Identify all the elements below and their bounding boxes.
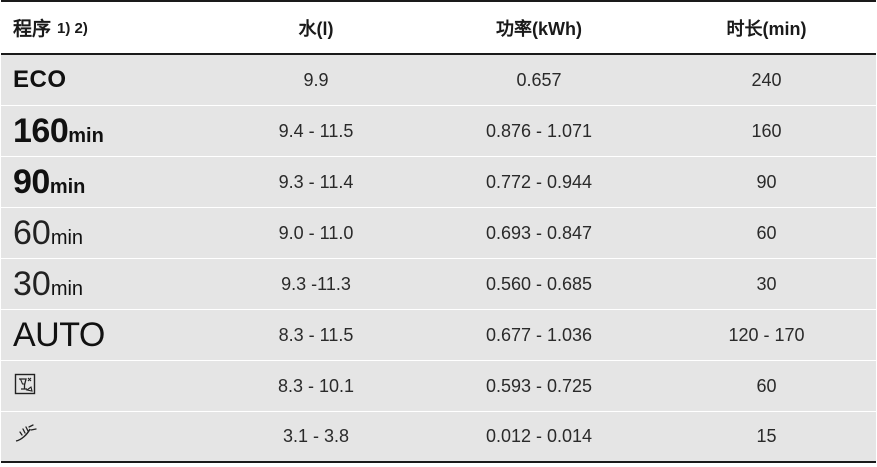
duration-cell: 60 [657,360,876,412]
water-cell: 9.9 [211,54,421,106]
table-row: 30min 9.3 -11.3 0.560 - 0.685 30 [1,258,876,310]
duration-cell: 60 [657,207,876,259]
power-cell: 0.012 - 0.014 [421,411,657,463]
water-cell: 9.3 -11.3 [211,258,421,310]
duration-cell: 90 [657,156,876,208]
power-cell: 0.876 - 1.071 [421,105,657,157]
program-auto: AUTO [1,309,211,361]
header-program-notes: 1) 2) [57,20,88,37]
table-row: 3.1 - 3.8 0.012 - 0.014 15 [1,411,876,463]
program-60min: 60min [1,207,211,259]
duration-cell: 120 - 170 [657,309,876,361]
power-cell: 0.677 - 1.036 [421,309,657,361]
water-cell: 9.3 - 11.4 [211,156,421,208]
program-glass [1,360,211,412]
water-cell: 8.3 - 11.5 [211,309,421,361]
duration-cell: 240 [657,54,876,106]
rinse-program-icon [13,423,39,450]
power-cell: 0.693 - 0.847 [421,207,657,259]
table-row: ECO 9.9 0.657 240 [1,54,876,106]
table-header-row: 程序 1) 2) 水(l) 功率(kWh) 时长(min) [1,0,876,55]
header-water: 水(l) [211,0,421,55]
program-160min: 160min [1,105,211,157]
table-row: 60min 9.0 - 11.0 0.693 - 0.847 60 [1,207,876,259]
power-cell: 0.560 - 0.685 [421,258,657,310]
power-cell: 0.657 [421,54,657,106]
program-eco: ECO [1,54,211,106]
duration-cell: 160 [657,105,876,157]
program-rinse [1,411,211,463]
water-cell: 3.1 - 3.8 [211,411,421,463]
water-cell: 9.4 - 11.5 [211,105,421,157]
table-row: 90min 9.3 - 11.4 0.772 - 0.944 90 [1,156,876,208]
table-row: 160min 9.4 - 11.5 0.876 - 1.071 160 [1,105,876,157]
duration-cell: 15 [657,411,876,463]
water-cell: 9.0 - 11.0 [211,207,421,259]
duration-cell: 30 [657,258,876,310]
header-duration: 时长(min) [657,0,876,55]
header-power: 功率(kWh) [421,0,657,55]
program-30min: 30min [1,258,211,310]
power-cell: 0.772 - 0.944 [421,156,657,208]
header-program: 程序 1) 2) [1,0,211,55]
table-row: AUTO 8.3 - 11.5 0.677 - 1.036 120 - 170 [1,309,876,361]
power-cell: 0.593 - 0.725 [421,360,657,412]
program-90min: 90min [1,156,211,208]
table-row: 8.3 - 10.1 0.593 - 0.725 60 [1,360,876,412]
water-cell: 8.3 - 10.1 [211,360,421,412]
glass-program-icon [13,372,37,401]
